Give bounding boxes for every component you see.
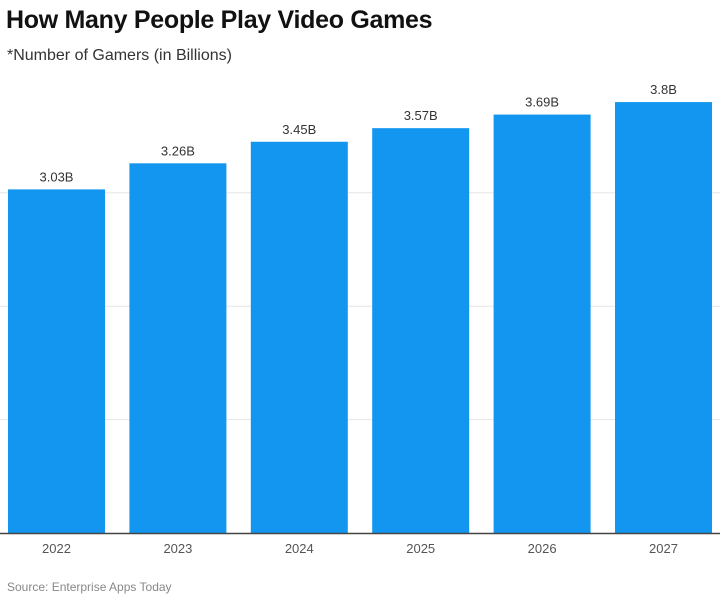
bar — [8, 189, 105, 533]
chart-subtitle: *Number of Gamers (in Billions) — [7, 47, 232, 64]
bar — [129, 163, 227, 534]
x-tick-label: 2024 — [285, 541, 314, 556]
x-tick-label: 2027 — [649, 541, 678, 556]
data-label: 3.26B — [161, 143, 195, 158]
data-label: 3.8B — [650, 82, 677, 97]
source-note: Source: Enterprise Apps Today — [7, 580, 172, 594]
x-tick-label: 2026 — [528, 541, 557, 556]
bar — [372, 128, 470, 534]
data-label: 3.45B — [282, 122, 316, 137]
x-tick-label: 2022 — [42, 541, 71, 556]
bar — [493, 114, 591, 533]
x-tick-label: 2023 — [163, 541, 192, 556]
data-label: 3.69B — [525, 95, 559, 110]
bar — [615, 102, 712, 533]
x-tick-label: 2025 — [406, 541, 435, 556]
data-label: 3.03B — [40, 169, 74, 184]
bar — [250, 141, 348, 533]
data-label: 3.57B — [404, 108, 438, 123]
chart-title: How Many People Play Video Games — [6, 6, 433, 34]
